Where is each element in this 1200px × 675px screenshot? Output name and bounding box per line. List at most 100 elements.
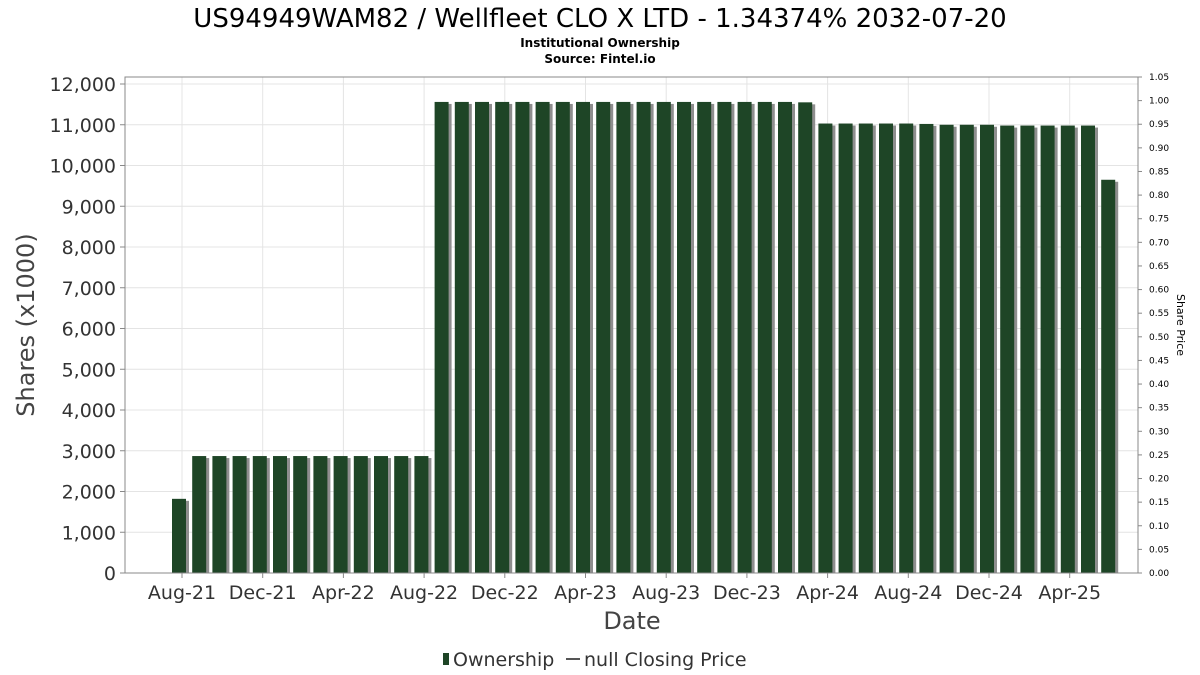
chart-subtitle: Institutional Ownership	[520, 36, 680, 50]
legend-ownership-label: Ownership	[453, 649, 554, 671]
x-tick-label: Dec-21	[229, 582, 297, 604]
ownership-bar	[656, 101, 671, 574]
y2-tick-label: 0.65	[1149, 262, 1169, 272]
y-tick-label: 11,000	[50, 115, 116, 137]
ownership-bar	[737, 101, 752, 574]
ownership-bar	[252, 456, 267, 573]
ownership-bar	[858, 123, 873, 573]
x-tick-label: Aug-21	[148, 582, 216, 604]
ownership-bar	[1101, 179, 1116, 573]
y2-tick-label: 1.00	[1149, 97, 1169, 107]
ownership-bar	[495, 101, 510, 574]
y-tick-label: 3,000	[62, 441, 116, 463]
x-tick-label: Dec-22	[471, 582, 539, 604]
y2-tick-label: 0.40	[1149, 380, 1169, 390]
ownership-bar	[919, 123, 934, 573]
ownership-bar	[454, 101, 469, 574]
y-tick-label: 7,000	[62, 278, 116, 300]
chart-title: US94949WAM82 / Wellfleet CLO X LTD - 1.3…	[193, 4, 1006, 34]
ownership-bar	[596, 101, 611, 574]
bars	[172, 101, 1119, 574]
ownership-bar	[273, 456, 287, 573]
x-tick-label: Dec-23	[713, 582, 781, 604]
y-axis-ticks: 0 1,000 2,000 3,000 4,000 5,000 6,000 7,000 8,00…	[50, 74, 125, 585]
y2-tick-label: 0.85	[1149, 167, 1169, 177]
x-axis-ticks: Aug-21 Dec-21 Apr-22 Aug-22 Dec-22 Apr-23 Aug-…	[148, 573, 1101, 604]
ownership-bar	[434, 101, 449, 574]
y2-tick-label: 0.30	[1149, 427, 1169, 437]
y2-tick-label: 0.90	[1149, 144, 1169, 154]
y-tick-label: 2,000	[62, 482, 116, 504]
y2-tick-label: 0.35	[1149, 404, 1169, 414]
ownership-bar	[757, 101, 772, 574]
x-tick-label: Apr-24	[796, 582, 859, 604]
y2-axis-label: Share Price	[1174, 294, 1187, 356]
y2-tick-label: 0.05	[1149, 545, 1169, 555]
y2-tick-label: 0.45	[1149, 356, 1169, 366]
y2-tick-label: 0.00	[1149, 569, 1169, 579]
ownership-bar	[172, 498, 186, 573]
ownership-bar	[414, 456, 429, 573]
ownership-bar	[353, 456, 368, 573]
x-tick-label: Aug-23	[632, 582, 700, 604]
y-tick-label: 1,000	[62, 522, 116, 544]
ownership-bar	[697, 101, 712, 574]
x-axis-label: Date	[603, 607, 660, 635]
ownership-bar	[576, 101, 590, 574]
ownership-bar	[555, 101, 570, 574]
x-tick-label: Apr-22	[312, 582, 375, 604]
ownership-bar	[778, 101, 792, 574]
ownership-bar	[293, 456, 308, 573]
y-tick-label: 6,000	[62, 319, 116, 341]
chart-source: Source: Fintel.io	[544, 52, 655, 66]
y-tick-label: 9,000	[62, 196, 116, 218]
x-tick-label: Apr-25	[1038, 582, 1101, 604]
ownership-bar	[1020, 125, 1035, 573]
ownership-bar	[1040, 125, 1055, 573]
y2-tick-label: 0.20	[1149, 475, 1169, 485]
legend-ownership-swatch	[443, 653, 449, 665]
y2-tick-label: 0.10	[1149, 522, 1169, 532]
ownership-bar	[394, 456, 409, 573]
ownership-bar	[798, 102, 813, 574]
ownership-bar	[677, 101, 691, 574]
ownership-bar	[232, 456, 247, 573]
ownership-bar	[374, 456, 388, 573]
ownership-bar	[1081, 125, 1095, 573]
y2-axis-ticks: 0.00 0.05 0.10 0.15 0.20 0.25 0.30 0.35 0.40 0.45…	[1138, 73, 1169, 579]
x-tick-label: Aug-22	[390, 582, 458, 604]
ownership-bar	[535, 101, 550, 574]
y-tick-label: 8,000	[62, 237, 116, 259]
y-tick-label: 10,000	[50, 156, 116, 178]
ownership-bar	[515, 101, 530, 574]
y-tick-label: 4,000	[62, 400, 116, 422]
x-tick-label: Aug-24	[874, 582, 942, 604]
ownership-bar	[980, 124, 994, 573]
y-tick-label: 5,000	[62, 359, 116, 381]
ownership-bar	[1060, 125, 1075, 573]
ownership-bar	[879, 123, 893, 573]
plot-frame	[124, 76, 1139, 574]
ownership-bar	[717, 101, 732, 574]
y-tick-label: 0	[104, 563, 116, 585]
y-tick-label: 12,000	[50, 74, 116, 96]
y2-tick-label: 0.70	[1149, 238, 1169, 248]
ownership-bar	[313, 456, 328, 573]
legend: Ownership null Closing Price	[443, 649, 747, 671]
y2-tick-label: 0.75	[1149, 215, 1169, 225]
ownership-bar	[192, 456, 207, 573]
y2-tick-label: 0.55	[1149, 309, 1169, 319]
ownership-bar	[838, 123, 853, 573]
y-axis-label: Shares (x1000)	[12, 233, 40, 416]
ownership-bar	[959, 124, 974, 573]
ownership-bar	[616, 101, 631, 574]
ownership-bar	[212, 456, 227, 573]
ownership-bar	[333, 456, 348, 573]
ownership-bar	[1000, 125, 1015, 573]
y2-tick-label: 0.60	[1149, 286, 1169, 296]
ownership-bar	[475, 101, 489, 574]
y2-tick-label: 0.80	[1149, 191, 1169, 201]
y2-tick-label: 0.25	[1149, 451, 1169, 461]
x-tick-label: Dec-24	[955, 582, 1023, 604]
